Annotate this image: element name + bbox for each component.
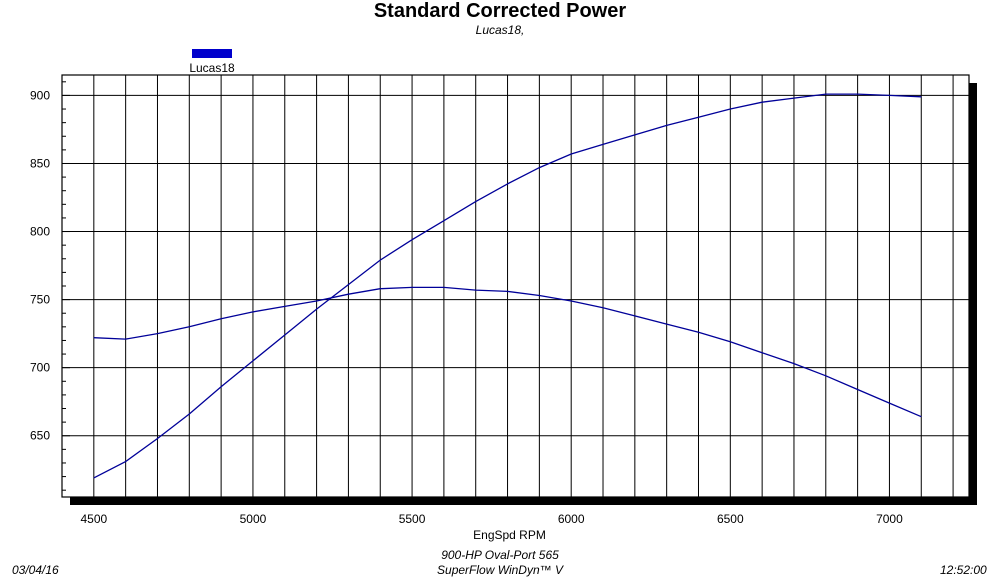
footer-software: SuperFlow WinDyn™ V — [437, 563, 563, 577]
plot-shadow-right — [969, 83, 977, 505]
y-tick-label: 850 — [30, 156, 50, 170]
y-tick-label: 750 — [30, 293, 50, 307]
y-tick-label: 700 — [30, 361, 50, 375]
series-line-2 — [93, 286, 922, 418]
footer-engine: 900-HP Oval-Port 565 — [441, 548, 559, 562]
x-tick-label: 5500 — [399, 512, 426, 526]
plot-shadow — [62, 75, 977, 505]
y-tick-label: 650 — [30, 429, 50, 443]
series-line-1 — [93, 93, 922, 479]
plot-shadow-bottom — [70, 497, 977, 505]
x-tick-label: 6500 — [717, 512, 744, 526]
legend-swatch — [192, 49, 232, 58]
x-tick-label: 5000 — [240, 512, 267, 526]
chart-title: Standard Corrected Power — [373, 0, 627, 22]
x-axis-label: EngSpd RPM — [473, 528, 546, 542]
y-tick-label: 800 — [30, 225, 50, 239]
y-tick-label: 900 — [30, 88, 50, 102]
footer-time: 12:52:00 — [940, 563, 987, 577]
series-group — [93, 93, 922, 479]
x-tick-label: 7000 — [876, 512, 903, 526]
axes: 650 700 750 800 850 900 4500 5000 5500 6000 6500 70… — [30, 74, 970, 542]
grid — [62, 75, 969, 497]
plot-frame — [61, 74, 970, 498]
plot-area — [62, 75, 969, 497]
x-tick-label: 4500 — [80, 512, 107, 526]
footer-date: 03/04/16 — [12, 563, 59, 577]
x-tick-label: 6000 — [558, 512, 585, 526]
chart-subtitle: Lucas18, — [475, 23, 525, 37]
legend-label: Lucas18 — [189, 61, 235, 75]
